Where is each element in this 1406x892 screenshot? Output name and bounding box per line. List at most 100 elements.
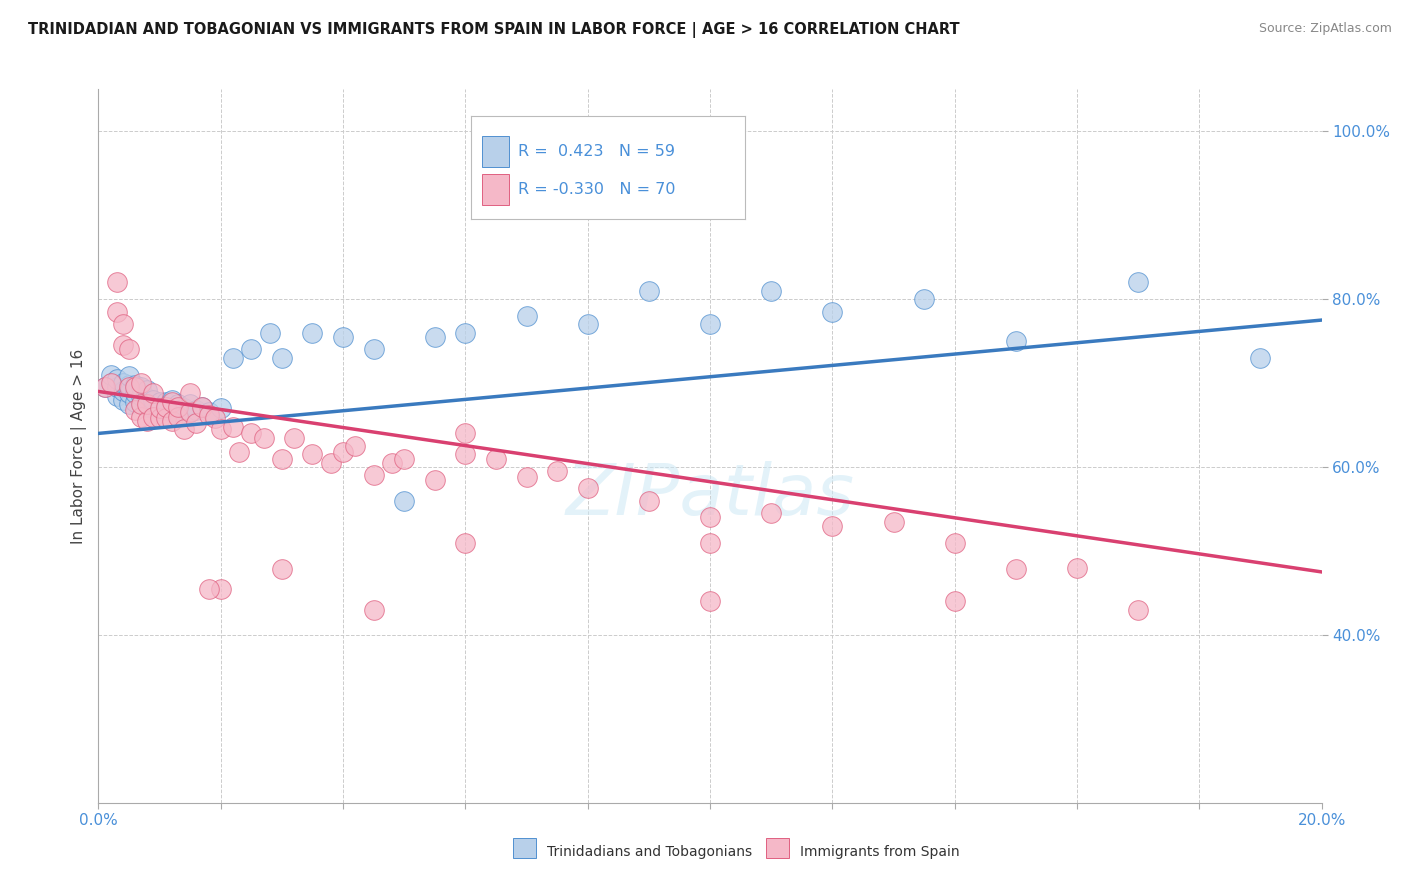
Text: R =  0.423   N = 59: R = 0.423 N = 59 [517,145,675,160]
Point [155,403,177,417]
Point [1128,275,1150,289]
Point [363,468,385,483]
Point [344,439,367,453]
Point [699,594,721,608]
Point [270,562,292,576]
Point [943,594,966,608]
Point [821,518,844,533]
Point [124,380,146,394]
Point [160,405,183,419]
Point [699,318,721,332]
Point [454,326,477,340]
Point [332,330,354,344]
Point [381,456,404,470]
Point [124,386,146,401]
Point [179,386,201,401]
Point [759,506,782,520]
Point [142,401,165,416]
Point [100,376,122,390]
Point [129,397,152,411]
Point [883,515,905,529]
Point [197,405,219,419]
Y-axis label: In Labor Force | Age > 16: In Labor Force | Age > 16 [72,349,87,543]
Point [136,397,159,411]
Point [105,275,128,289]
Point [821,304,844,318]
Point [240,426,263,441]
Point [228,445,250,459]
Point [142,409,165,424]
Point [118,377,141,392]
Point [136,383,159,397]
Point [179,397,201,411]
Point [111,318,134,332]
Point [118,380,141,394]
Point [142,392,165,407]
Point [129,380,152,394]
Point [160,394,183,409]
Point [363,343,385,357]
Point [105,389,128,403]
Point [124,403,146,417]
Point [124,377,146,392]
Text: TRINIDADIAN AND TOBAGONIAN VS IMMIGRANTS FROM SPAIN IN LABOR FORCE | AGE > 16 CO: TRINIDADIAN AND TOBAGONIAN VS IMMIGRANTS… [28,22,960,38]
Point [155,411,177,425]
Point [1066,560,1088,574]
Point [283,431,305,445]
Point [136,414,159,428]
Point [454,447,477,461]
Point [186,403,208,417]
Point [186,417,208,431]
Point [111,376,134,390]
Point [136,391,159,405]
Point [301,447,323,461]
Point [124,394,146,409]
Point [454,426,477,441]
Point [576,481,599,495]
Point [167,397,190,411]
Point [197,408,219,422]
Point [111,338,134,352]
Point [204,411,226,425]
Point [129,389,152,403]
Point [637,493,661,508]
Point [149,401,172,416]
Point [118,397,141,411]
Point [270,451,292,466]
Point [93,380,115,394]
Point [209,401,232,416]
Point [167,408,190,422]
Point [363,603,385,617]
Point [149,394,172,409]
Point [179,405,201,419]
Point [222,419,245,434]
Point [516,470,538,484]
Point [155,394,177,409]
Point [301,326,323,340]
Bar [482,136,509,168]
Point [93,380,115,394]
Point [111,392,134,407]
Point [149,411,172,425]
Point [454,535,477,549]
Point [259,326,281,340]
Point [136,400,159,414]
Point [546,464,568,478]
Point [167,400,190,414]
Point [142,386,165,401]
Point [1004,562,1026,576]
Point [197,582,219,596]
Bar [482,175,509,205]
Text: Trinidadians and Tobagonians: Trinidadians and Tobagonians [547,845,752,859]
Point [332,445,354,459]
Point [943,535,966,549]
Text: Immigrants from Spain: Immigrants from Spain [800,845,960,859]
Point [1004,334,1026,348]
Point [699,535,721,549]
Point [105,304,128,318]
Point [105,380,128,394]
Point [516,309,538,323]
Point [252,431,274,445]
Point [118,386,141,401]
Point [209,422,232,436]
